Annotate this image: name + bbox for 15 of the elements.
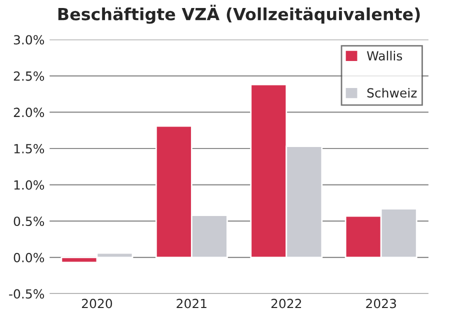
legend-label: Schweiz bbox=[367, 88, 417, 98]
y-tick-label: 1.0% bbox=[14, 180, 44, 190]
y-tick-label: 1.5% bbox=[14, 144, 44, 154]
legend-label: Wallis bbox=[366, 50, 402, 61]
x-tick-label: 2021 bbox=[176, 298, 206, 308]
x-tick-label: 2023 bbox=[366, 298, 396, 308]
x-tick-label: 2022 bbox=[271, 298, 302, 308]
chart-title: Beschäftigte VZÄ (Vollzeitäquivalente) bbox=[58, 4, 420, 24]
y-tick-label: 0.5% bbox=[14, 216, 44, 226]
y-tick-label: 3.0% bbox=[14, 35, 44, 45]
y-tick-label: -0.5% bbox=[9, 289, 44, 299]
y-tick-label: 2.5% bbox=[14, 71, 44, 81]
y-tick-label: 0.0% bbox=[14, 252, 44, 262]
x-tick-label: 2020 bbox=[82, 298, 112, 308]
y-tick-label: 2.0% bbox=[14, 108, 44, 118]
